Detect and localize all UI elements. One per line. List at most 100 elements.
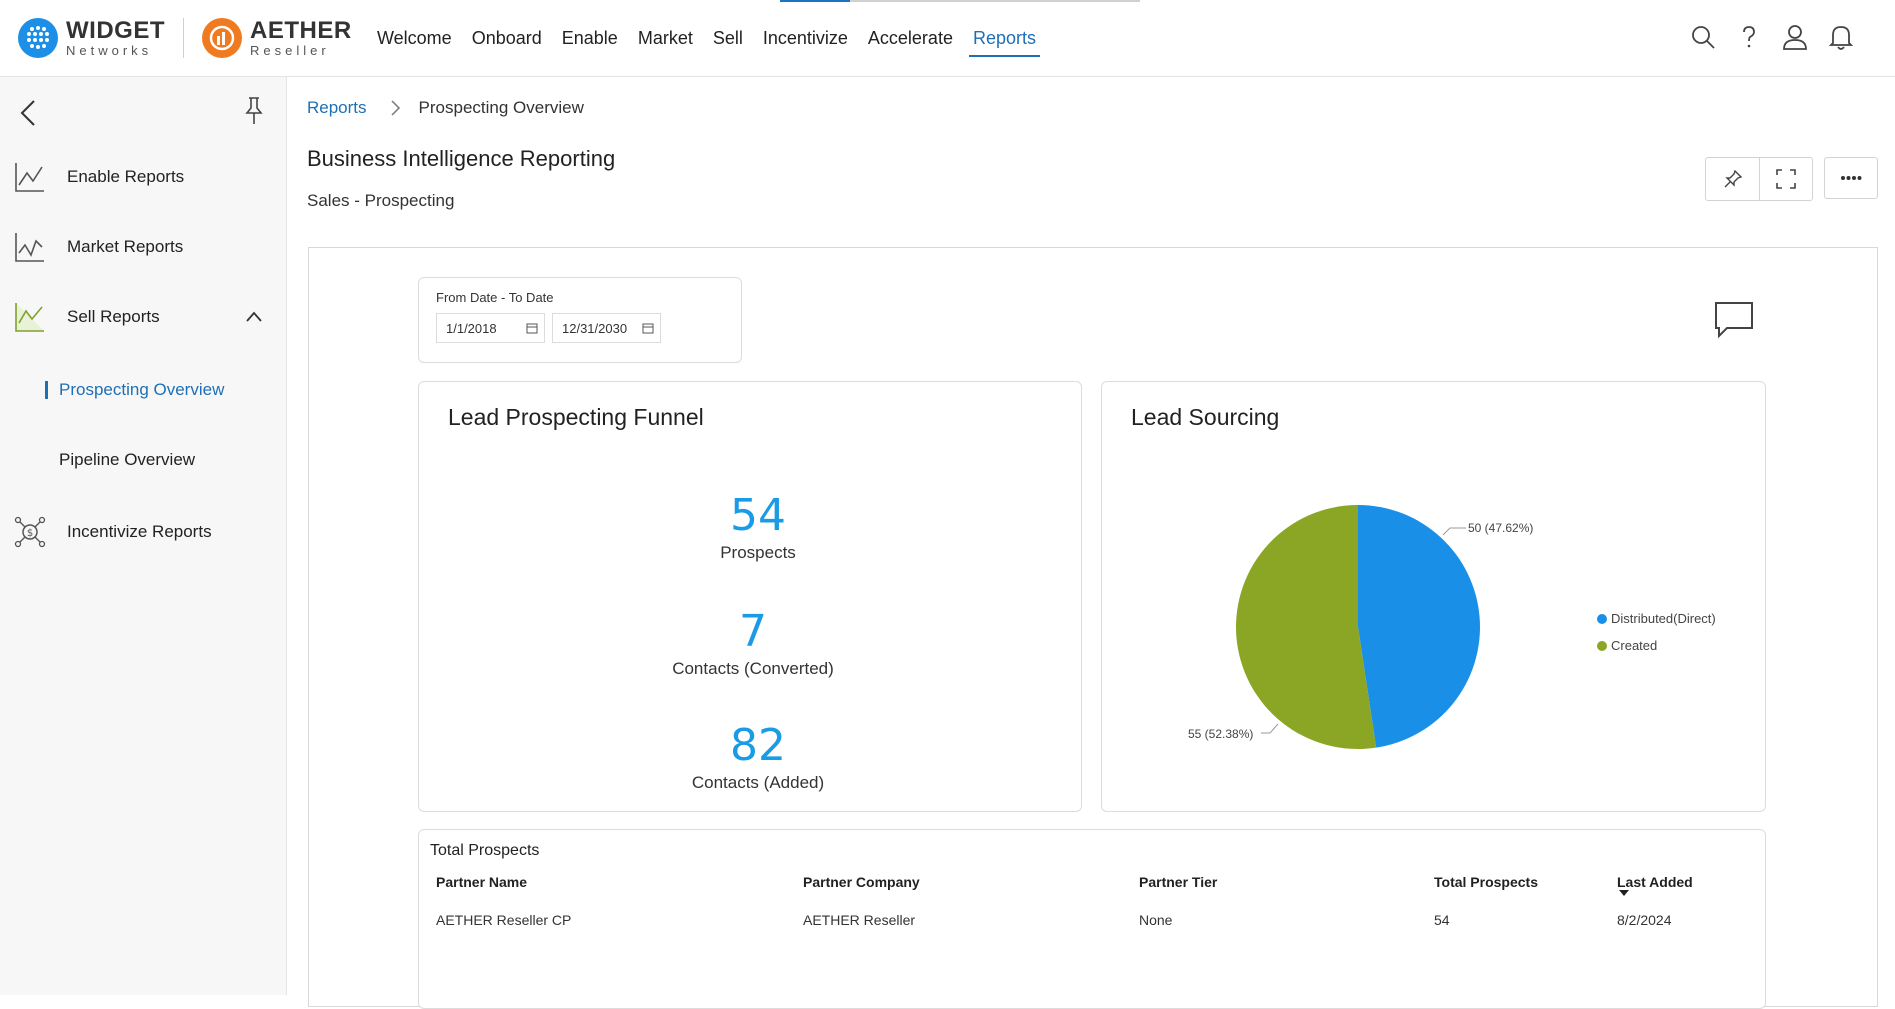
comment-icon[interactable] xyxy=(1713,300,1755,340)
aether-brand-name: AETHER xyxy=(250,17,352,44)
chart-line-icon xyxy=(14,161,46,193)
funnel-title: Lead Prospecting Funnel xyxy=(448,404,704,430)
table-cell: 8/2/2024 xyxy=(1617,912,1672,928)
to-date-value: 12/31/2030 xyxy=(562,320,628,336)
table-cell: 54 xyxy=(1434,912,1450,928)
table-cell: None xyxy=(1139,912,1173,928)
brand-logos[interactable]: WIDGET Networks AETHER Reseller xyxy=(18,18,352,58)
sidebar: Enable Reports Market Reports Sell Repor… xyxy=(0,77,287,995)
widget-brand-sub: Networks xyxy=(66,43,153,58)
metric-label: Prospects xyxy=(720,543,796,562)
user-icon[interactable] xyxy=(1781,20,1809,54)
metric-value: 82 xyxy=(730,720,786,771)
legend-dot xyxy=(1597,613,1607,624)
top-navigation-bar: WIDGET Networks AETHER Reseller Welcome … xyxy=(0,0,1895,77)
legend-label: Distributed(Direct) xyxy=(1611,611,1716,626)
sort-descending-icon xyxy=(1619,890,1629,896)
legend-item-distributed[interactable]: Distributed(Direct) xyxy=(1597,605,1716,632)
fullscreen-button[interactable] xyxy=(1759,158,1812,200)
nav-reports[interactable]: Reports xyxy=(963,24,1046,57)
to-date-input[interactable]: 12/31/2030 xyxy=(552,313,661,343)
top-icon-group xyxy=(1689,20,1855,54)
date-range-filter: From Date - To Date 1/1/2018 12/31/2030 xyxy=(418,277,742,363)
back-arrow-icon[interactable] xyxy=(16,97,40,129)
metric-contacts-converted: 7 Contacts (Converted) xyxy=(553,606,953,679)
chevron-right-icon xyxy=(389,98,401,118)
more-horizontal-icon xyxy=(1841,176,1862,180)
sidebar-item-incentivize-reports[interactable]: $ Incentivize Reports xyxy=(0,512,287,552)
table-title: Total Prospects xyxy=(430,842,540,859)
fullscreen-icon xyxy=(1776,169,1796,189)
sidebar-subitem-pipeline-overview[interactable]: Pipeline Overview xyxy=(0,443,287,477)
page-title: Business Intelligence Reporting xyxy=(307,146,616,171)
widget-brand-name: WIDGET xyxy=(66,17,165,44)
breadcrumb: Reports Prospecting Overview xyxy=(307,98,584,118)
active-indicator xyxy=(45,381,48,399)
search-icon[interactable] xyxy=(1689,20,1717,54)
date-range-label: From Date - To Date xyxy=(436,290,554,305)
nav-accelerate[interactable]: Accelerate xyxy=(867,28,953,48)
pie-label-created: 55 (52.38%) xyxy=(1188,727,1254,741)
sidebar-subitem-prospecting-overview[interactable]: Prospecting Overview xyxy=(0,373,287,407)
sidebar-item-sell-reports[interactable]: Sell Reports xyxy=(0,297,287,337)
report-actions xyxy=(1705,157,1813,201)
legend-item-created[interactable]: Created xyxy=(1597,632,1716,659)
pie-legend: Distributed(Direct) Created xyxy=(1597,605,1716,659)
metric-value: 54 xyxy=(730,490,786,541)
chart-line-icon xyxy=(14,301,46,333)
sidebar-subitem-label: Pipeline Overview xyxy=(59,450,196,469)
pin-icon xyxy=(1724,169,1742,188)
sidebar-item-label: Incentivize Reports xyxy=(67,522,212,541)
nav-market[interactable]: Market xyxy=(637,28,693,48)
widget-logo-icon xyxy=(18,18,58,58)
brand-divider xyxy=(183,18,184,58)
lead-sourcing-card: Lead Sourcing xyxy=(1101,381,1766,812)
svg-text:$: $ xyxy=(27,528,33,539)
nav-onboard[interactable]: Onboard xyxy=(471,28,542,48)
legend-label: Created xyxy=(1611,638,1658,653)
column-header-partner-company[interactable]: Partner Company xyxy=(803,874,920,890)
pie-label-distributed: 50 (47.62%) xyxy=(1468,521,1534,535)
metric-value: 7 xyxy=(739,606,767,657)
sidebar-item-label: Enable Reports xyxy=(67,167,185,186)
table-cell: AETHER Reseller CP xyxy=(436,912,572,928)
dollar-network-icon: $ xyxy=(14,516,46,548)
more-options-button[interactable] xyxy=(1824,157,1878,199)
sidebar-subitem-label: Prospecting Overview xyxy=(59,380,225,399)
from-date-input[interactable]: 1/1/2018 xyxy=(436,313,545,343)
column-header-total-prospects[interactable]: Total Prospects xyxy=(1434,874,1538,890)
pin-report-button[interactable] xyxy=(1706,158,1759,200)
breadcrumb-current: Prospecting Overview xyxy=(418,98,584,117)
aether-logo-icon xyxy=(202,18,242,58)
metric-prospects: 54 Prospects xyxy=(558,490,958,563)
nav-sell[interactable]: Sell xyxy=(712,28,743,48)
page-subtitle: Sales - Prospecting xyxy=(307,191,455,210)
table-cell: AETHER Reseller xyxy=(803,912,916,928)
help-icon[interactable] xyxy=(1735,20,1763,54)
column-header-partner-name[interactable]: Partner Name xyxy=(436,874,528,890)
nav-incentivize[interactable]: Incentivize xyxy=(762,28,848,48)
pin-icon[interactable] xyxy=(242,95,266,127)
column-header-partner-tier[interactable]: Partner Tier xyxy=(1139,874,1218,890)
calendar-icon xyxy=(642,323,654,334)
sidebar-item-market-reports[interactable]: Market Reports xyxy=(0,227,287,267)
breadcrumb-reports-link[interactable]: Reports xyxy=(307,98,367,117)
notification-bell-icon[interactable] xyxy=(1827,20,1855,54)
calendar-icon xyxy=(526,323,538,334)
nav-welcome[interactable]: Welcome xyxy=(377,28,452,48)
chevron-up-icon[interactable] xyxy=(244,307,264,327)
legend-dot xyxy=(1597,640,1607,651)
lead-prospecting-funnel-card: Lead Prospecting Funnel 54 Prospects 7 C… xyxy=(418,381,1082,812)
sidebar-item-enable-reports[interactable]: Enable Reports xyxy=(0,157,287,197)
lead-sourcing-title: Lead Sourcing xyxy=(1131,404,1280,430)
metric-label: Contacts (Added) xyxy=(691,773,825,792)
aether-brand-sub: Reseller xyxy=(250,43,330,58)
nav-enable[interactable]: Enable xyxy=(561,28,618,48)
chart-line-icon xyxy=(14,231,46,263)
column-header-last-added[interactable]: Last Added xyxy=(1617,874,1693,890)
sidebar-item-label: Sell Reports xyxy=(67,307,160,326)
main-nav: Welcome Onboard Enable Market Sell Incen… xyxy=(367,24,1046,57)
sidebar-item-label: Market Reports xyxy=(67,237,184,256)
total-prospects-table: Total Prospects Partner Name Partner Com… xyxy=(418,829,1766,1009)
metric-label: Contacts (Converted) xyxy=(672,659,834,678)
